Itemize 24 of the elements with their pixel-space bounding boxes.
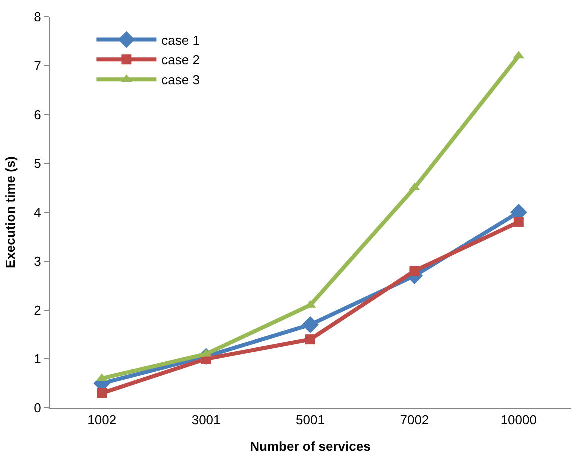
legend-label: case 1 (162, 32, 200, 48)
y-tick-label: 3 (34, 254, 42, 269)
point (302, 316, 319, 334)
legend-label: case 2 (162, 52, 200, 68)
x-tick-label: 5001 (296, 412, 325, 428)
point (97, 388, 108, 398)
y-tick-label: 4 (34, 205, 42, 220)
y-tick-label: 0 (34, 400, 42, 416)
y-tick-label: 2 (34, 302, 42, 318)
y-axis-title: Execution time (s) (3, 156, 18, 268)
y-tick-label: 1 (34, 352, 42, 367)
point (306, 334, 316, 345)
legend-label: case 3 (162, 72, 200, 88)
x-tick-label: 10000 (500, 412, 537, 428)
point (514, 217, 524, 228)
x-tick-label: 3001 (192, 412, 221, 428)
y-tick-label: 7 (34, 58, 42, 74)
y-tick-label: 8 (34, 10, 42, 25)
point (410, 266, 420, 276)
x-axis-title: Number of services (250, 439, 371, 454)
y-tick-label: 6 (34, 107, 42, 122)
x-tick-label: 7002 (400, 412, 430, 428)
y-tick-label: 5 (34, 156, 42, 172)
x-tick-label: 1002 (88, 412, 117, 428)
